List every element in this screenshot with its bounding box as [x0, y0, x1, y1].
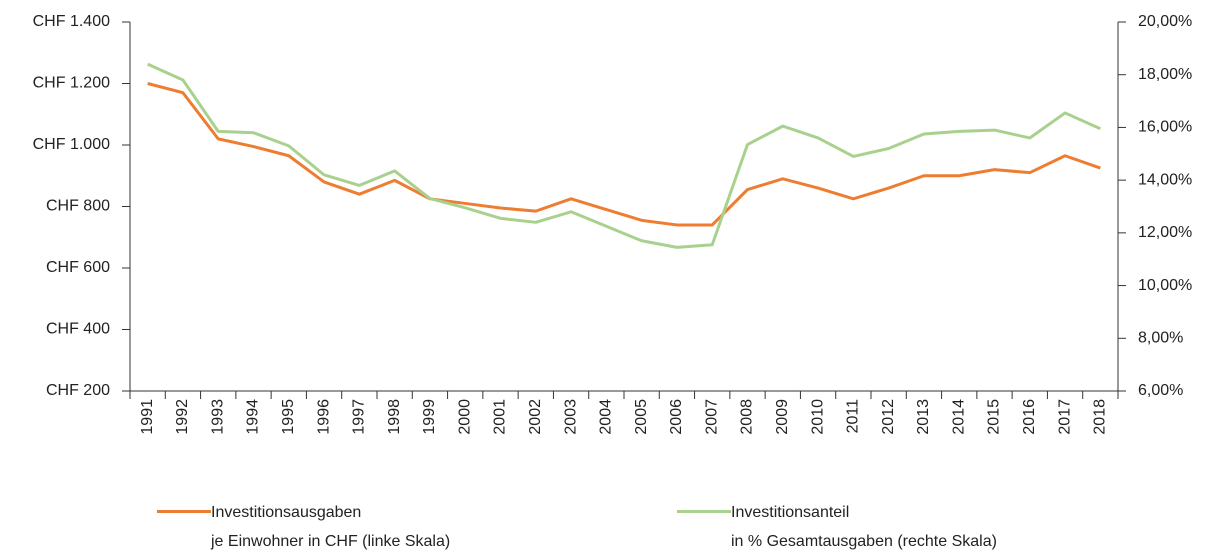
y2-tick-label: 16,00% — [1138, 119, 1192, 136]
x-tick-label: 2012 — [880, 399, 897, 435]
chart: CHF 200 CHF 400 CHF 600 CHF 800 CHF 1.000 CHF… — [33, 13, 1193, 435]
y2-tick-label: 20,00% — [1138, 13, 1192, 30]
x-tick-label: 2002 — [527, 399, 544, 435]
legend-swatch — [677, 510, 731, 513]
legend-swatch — [157, 510, 211, 513]
y-tick-label: CHF 1.200 — [33, 75, 110, 92]
x-tick-label: 2015 — [986, 399, 1003, 435]
y2-tick-label: 10,00% — [1138, 277, 1192, 294]
x-tick-label: 2014 — [950, 399, 967, 435]
y2-tick-label: 6,00% — [1138, 382, 1183, 399]
y-tick-label: CHF 1.000 — [33, 136, 110, 153]
legend-item: Investitionsausgaben je Einwohner in CHF… — [157, 498, 450, 556]
x-tick-label: 2009 — [774, 399, 791, 435]
x-tick-label: 2017 — [1056, 399, 1073, 435]
x-tick-label: 1993 — [209, 399, 226, 435]
x-tick-label: 2008 — [739, 399, 756, 435]
x-tick-label: 2006 — [668, 399, 685, 435]
x-tick-label: 2001 — [492, 399, 509, 435]
line-series — [147, 62, 1101, 249]
y2-tick-label: 12,00% — [1138, 224, 1192, 241]
x-tick-label: 1995 — [280, 399, 297, 435]
y2-tick-label: 14,00% — [1138, 171, 1192, 188]
y2-tick-label: 8,00% — [1138, 330, 1183, 347]
x-tick-label: 1996 — [315, 399, 332, 435]
x-tick-label: 1997 — [351, 399, 368, 435]
legend-item: Investitionsanteil in % Gesamtausgaben (… — [677, 498, 997, 556]
x-tick-label: 1994 — [245, 399, 262, 435]
x-tick-label: 1991 — [139, 399, 156, 435]
y-tick-label: CHF 1.400 — [33, 13, 110, 30]
x-tick-label: 2018 — [1092, 399, 1109, 435]
x-tick-label: 2013 — [915, 399, 932, 435]
legend-label: Investitionsausgaben je Einwohner in CHF… — [211, 504, 451, 550]
x-tick-label: 2005 — [633, 399, 650, 435]
x-tick-label: 1992 — [174, 399, 191, 435]
x-tick-label: 2010 — [809, 399, 826, 435]
legend-label: Investitionsanteil in % Gesamtausgaben (… — [731, 504, 997, 550]
x-tick-label: 2004 — [598, 399, 615, 435]
y-tick-label: CHF 200 — [46, 382, 110, 399]
y-tick-label: CHF 400 — [46, 321, 110, 338]
x-tick-label: 2000 — [456, 399, 473, 435]
x-tick-label: 2003 — [562, 399, 579, 435]
x-tick-label: 1999 — [421, 399, 438, 435]
y2-tick-label: 18,00% — [1138, 66, 1192, 83]
x-tick-label: 2011 — [845, 399, 862, 434]
x-tick-label: 1998 — [386, 399, 403, 435]
y-tick-label: CHF 800 — [46, 198, 110, 215]
y-tick-label: CHF 600 — [46, 259, 110, 276]
x-tick-label: 2007 — [703, 399, 720, 435]
x-tick-label: 2016 — [1021, 399, 1038, 435]
line-series — [147, 82, 1101, 227]
